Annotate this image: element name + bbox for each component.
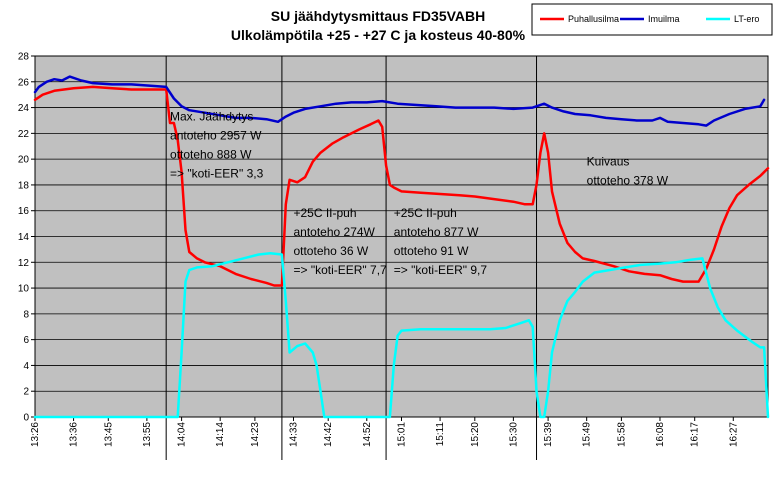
x-tick-label: 15:01	[397, 422, 408, 447]
annotation-line: ottoteho 91 W	[394, 244, 469, 258]
annotation-line: ottoteho 378 W	[587, 174, 669, 188]
x-tick-label: 16:08	[655, 422, 666, 447]
y-tick-label: 16	[18, 206, 30, 217]
x-tick-label: 13:45	[103, 422, 114, 447]
x-tick-label: 14:42	[323, 422, 334, 447]
legend-label: Puhallusilma	[568, 14, 619, 24]
legend: Puhallusilma Imuilma LT-ero	[531, 3, 773, 36]
chart-title: SU jäähdytysmittaus FD35VABH	[271, 8, 485, 24]
x-tick-label: 14:14	[215, 422, 226, 447]
x-tick-label: 14:52	[362, 422, 373, 447]
y-tick-label: 2	[23, 387, 29, 398]
y-tick-label: 18	[18, 180, 30, 191]
y-tick-label: 24	[18, 103, 30, 114]
annotation-line: ottoteho 36 W	[293, 244, 368, 258]
annotation-line: => "koti-EER" 7,7	[293, 263, 387, 277]
x-tick-label: 13:36	[69, 422, 80, 447]
series-line-puhallusilma	[33, 85, 770, 287]
legend-label: Imuilma	[648, 14, 680, 24]
y-tick-label: 28	[18, 52, 30, 63]
series-line-imuilma	[33, 75, 766, 127]
chart-subtitle: Ulkolämpötila +25 - +27 C ja kosteus 40-…	[231, 27, 526, 43]
y-tick-label: 20	[18, 155, 30, 166]
legend-box	[531, 3, 773, 36]
annotation-line: ottoteho 888 W	[170, 147, 252, 161]
annotation-line: Max. Jäähdytys	[170, 109, 253, 123]
annotation-line: => "koti-EER" 9,7	[394, 263, 488, 277]
annotation-line: => "koti-EER" 3,3	[170, 166, 264, 180]
x-tick-label: 13:26	[30, 422, 41, 447]
y-tick-label: 14	[18, 232, 30, 243]
annotation-line: +25C II-puh	[394, 206, 457, 220]
annotation-block: +25C II-puh antoteho 274W ottoteho 36 W => …	[293, 206, 387, 277]
y-tick-label: 10	[18, 284, 30, 295]
y-tick-label: 0	[23, 413, 29, 424]
x-tick-label: 15:30	[508, 422, 519, 447]
x-tick-label: 16:17	[690, 422, 701, 447]
x-tick-label: 16:27	[728, 422, 739, 447]
x-tick-label: 14:33	[288, 422, 299, 447]
x-tick-label: 13:55	[142, 422, 153, 447]
annotation-block: Kuivaus ottoteho 378 W	[587, 155, 669, 188]
series-line-lt-ero	[33, 252, 770, 419]
y-tick-label: 6	[23, 335, 29, 346]
x-tick-label: 15:58	[616, 422, 627, 447]
legend-label: LT-ero	[734, 14, 759, 24]
annotation-line: antoteho 2957 W	[170, 128, 262, 142]
x-tick-label: 14:04	[177, 422, 188, 447]
x-tick-label: 15:49	[582, 422, 593, 447]
annotation-line: +25C II-puh	[293, 206, 356, 220]
y-tick-label: 26	[18, 77, 30, 88]
annotation-line: Kuivaus	[587, 155, 630, 169]
x-tick-label: 15:20	[470, 422, 481, 447]
y-tick-label: 12	[18, 258, 30, 269]
y-tick-label: 4	[23, 361, 29, 372]
annotation-block: Max. Jäähdytys antoteho 2957 W ottoteho 88…	[170, 109, 264, 180]
y-tick-label: 8	[23, 309, 29, 320]
x-tick-label: 15:11	[435, 422, 446, 447]
x-tick-label: 15:39	[543, 422, 554, 447]
x-tick-label: 14:23	[250, 422, 261, 447]
annotation-line: antoteho 877 W	[394, 225, 479, 239]
annotation-block: +25C II-puh antoteho 877 W ottoteho 91 W =>…	[394, 206, 488, 277]
y-tick-label: 22	[18, 129, 30, 140]
annotation-line: antoteho 274W	[293, 225, 375, 239]
